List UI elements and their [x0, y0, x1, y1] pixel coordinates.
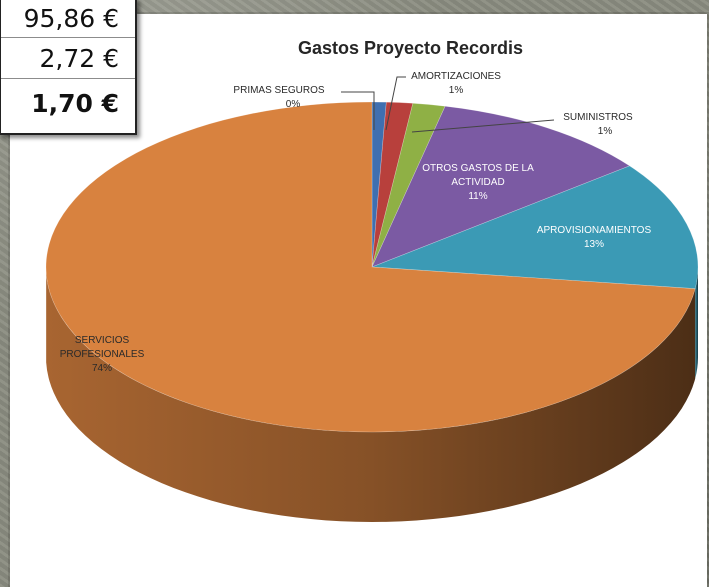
pie-slice [45, 101, 696, 433]
amount-value: 95,86 € [23, 4, 119, 33]
pie-side-walls [46, 267, 698, 522]
pie-slice [371, 101, 387, 268]
slice-label: APROVISIONAMIENTOS [537, 225, 652, 236]
leader-line [411, 119, 555, 133]
slice-label: AMORTIZACIONES [411, 71, 501, 82]
pie-top-faces [45, 101, 699, 433]
pie-slice [371, 105, 631, 268]
amount-row: 95,86 € [1, 0, 135, 38]
slice-percent-label: 1% [449, 85, 464, 96]
amount-total-row: 1,70 € [1, 79, 135, 127]
leader-line [385, 76, 406, 131]
slice-percent-label: 0% [286, 99, 301, 110]
pie-slice-side [695, 267, 698, 379]
slice-label: ACTIVIDAD [451, 177, 504, 188]
slice-label: PROFESIONALES [60, 349, 145, 360]
slice-percent-label: 11% [468, 191, 487, 202]
amount-row: 2,72 € [1, 38, 135, 79]
slice-percent-label: 13% [584, 239, 604, 250]
amount-total-value: 1,70 € [31, 88, 119, 118]
pie-slice-side [46, 272, 696, 522]
slice-label: SERVICIOS [75, 335, 130, 346]
chart-title: Gastos Proyecto Recordis [297, 38, 524, 58]
pie-slice [371, 165, 699, 290]
pie-labels: PRIMAS SEGUROS 0% AMORTIZACIONES 1% SUMINIST… [60, 71, 652, 374]
pie-slice [371, 102, 446, 268]
amounts-table: 95,86 € 2,72 € 1,70 € [0, 0, 137, 135]
pie-slice [371, 101, 414, 268]
slice-percent-label: 1% [598, 126, 613, 137]
leader-line [341, 91, 375, 130]
slice-label: PRIMAS SEGUROS [233, 85, 324, 96]
slice-label: OTROS GASTOS DE LA [422, 163, 534, 174]
amount-value: 2,72 € [39, 43, 119, 73]
slice-percent-label: 74% [92, 363, 112, 374]
slice-label: SUMINISTROS [563, 112, 633, 123]
